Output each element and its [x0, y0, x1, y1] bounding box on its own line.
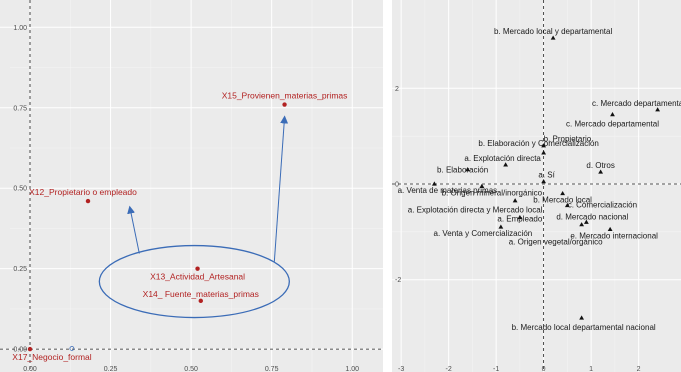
category-label: b. Mercado local y departamental	[494, 27, 613, 36]
variable-point	[198, 298, 203, 304]
variable-label: X15_Provienen_materias_primas	[222, 91, 348, 101]
category-label: a. Explotación directa	[464, 154, 541, 163]
variable-label: X12_Propietario o empleado	[29, 187, 137, 197]
x-tick-label: -1	[493, 366, 499, 372]
variable-label: X14_ Fuente_materias_primas	[143, 289, 259, 299]
category-label: a. Explotación directa y Mercado local	[408, 206, 543, 215]
annotation-arrow	[127, 205, 140, 254]
annotation-arrow	[273, 115, 289, 262]
x-tick-label: 1	[589, 366, 593, 372]
category-label: a. Venta y Comercialización	[434, 229, 533, 238]
category-point	[550, 35, 556, 40]
variable-point	[282, 102, 287, 107]
x-tick-label: 0	[542, 366, 546, 372]
category-point	[541, 150, 547, 155]
y-tick-label: 1.00	[13, 25, 27, 32]
category-label: c. Mercado departamental y nacional	[592, 99, 681, 108]
supplementary-point	[69, 346, 75, 351]
category-label: a. Venta de materias primas	[398, 186, 498, 195]
variable-label: X17_Negocio_formal	[12, 352, 91, 362]
category-point	[564, 202, 570, 208]
category-label: b. Elaboración y Comercialización	[478, 139, 599, 148]
category-label: e. Mercado internacional	[570, 231, 658, 240]
category-label: d. Mercado nacional	[556, 212, 628, 221]
category-point	[607, 226, 613, 232]
category-point	[498, 224, 504, 229]
y-tick-label: -2	[395, 277, 401, 284]
category-label: b. Elaboración	[437, 166, 488, 175]
category-label: a. Empleado	[497, 214, 542, 223]
x-tick-label: 0.50	[184, 366, 198, 372]
category-point	[598, 169, 604, 174]
category-label: b. Origen mineral/inorgánico	[442, 188, 543, 197]
category-label: a. Origen vegetal/orgánico	[509, 238, 603, 247]
grouping-ellipse	[98, 244, 290, 319]
chart-left-svg: 0.00 0.25 0.50 0.75 1.00 0.00 0.25 0.50 0.75 1.00…	[0, 0, 383, 372]
category-point	[583, 219, 589, 224]
y-tick-label: 0.50	[13, 186, 27, 193]
x-tick-label: -2	[446, 366, 452, 372]
category-point	[465, 167, 471, 172]
category-point	[512, 198, 518, 203]
category-label: c. Mercado departamental	[566, 120, 659, 129]
category-label: c. Comercialización	[568, 201, 637, 210]
x-tick-label: 0.75	[265, 366, 279, 372]
x-tick-label: -3	[398, 366, 404, 372]
category-point	[560, 190, 566, 196]
x-tick-label: 1.00	[345, 366, 359, 372]
chart-right-categories-map: -3 -2 -1 0 1 2 2 0 -2 b. Mercado local y departam…	[392, 0, 681, 372]
category-point	[655, 107, 661, 112]
category-point	[579, 222, 585, 227]
variable-point	[27, 346, 33, 352]
category-point	[431, 181, 437, 186]
x-tick-label: 2	[637, 366, 641, 372]
chart-left-variables-map: 0.00 0.25 0.50 0.75 1.00 0.00 0.25 0.50 0.75 1.00…	[0, 0, 383, 372]
y-tick-label: 0.25	[13, 266, 27, 273]
y-tick-label: 0.00	[13, 347, 27, 354]
category-point	[610, 112, 615, 117]
category-point	[541, 143, 547, 148]
y-tick-label: 0	[395, 182, 399, 189]
category-point	[579, 315, 585, 320]
y-tick-label: 0.75	[13, 105, 27, 112]
y-tick-label: 2	[395, 86, 399, 93]
category-point	[517, 214, 523, 220]
category-label: b. Propietario	[544, 135, 592, 144]
variable-point	[195, 266, 200, 271]
category-point	[541, 179, 547, 184]
category-label: b. Mercado local	[533, 196, 592, 205]
variable-label: X13_Actividad_Artesanal	[150, 272, 245, 282]
x-tick-label: 0.00	[23, 366, 37, 372]
category-label: a. Sí	[538, 171, 555, 180]
chart-right-svg: -3 -2 -1 0 1 2 2 0 -2 b. Mercado local y departam…	[392, 0, 681, 372]
category-label: d. Otros	[586, 161, 614, 170]
x-tick-label: 0.25	[104, 366, 118, 372]
category-point	[503, 162, 509, 167]
variable-point	[85, 198, 91, 204]
category-point	[479, 183, 485, 188]
category-label: b. Mercado local departamental nacional	[512, 323, 656, 332]
